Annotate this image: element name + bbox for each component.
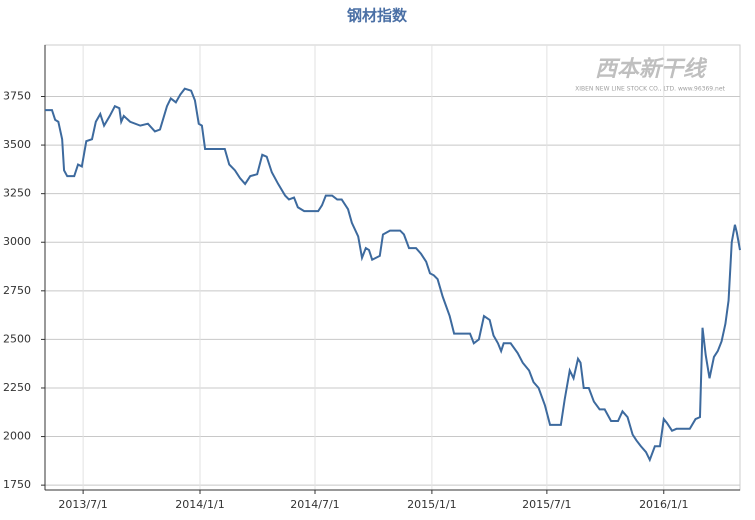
watermark: 西本新干线	[595, 56, 708, 82]
x-tick-label: 2016/1/1	[639, 498, 688, 511]
y-tick-label: 2000	[3, 430, 31, 443]
x-tick-label: 2014/7/1	[290, 498, 339, 511]
x-tick-label: 2014/1/1	[175, 498, 224, 511]
y-tick-label: 3750	[3, 89, 31, 102]
watermark-sub: XIBEN NEW LINE STOCK CO., LTD. www.96369…	[575, 86, 725, 93]
y-tick-label: 2750	[3, 284, 31, 297]
line	[45, 87, 741, 463]
y-tick-label: 2250	[3, 381, 31, 394]
y-tick-label: 3000	[3, 235, 31, 248]
x-tick-label: 2013/7/1	[58, 498, 107, 511]
y-tick-label: 3250	[3, 187, 31, 200]
x-tick-label: 2015/7/1	[522, 498, 571, 511]
plot-area	[44, 44, 741, 491]
y-tick-label: 3500	[3, 138, 31, 151]
y-tick-label: 1750	[3, 478, 31, 491]
chart-title: 钢材指数	[347, 7, 408, 25]
y-tick-label: 2500	[3, 332, 31, 345]
x-tick-label: 2015/1/1	[407, 498, 456, 511]
